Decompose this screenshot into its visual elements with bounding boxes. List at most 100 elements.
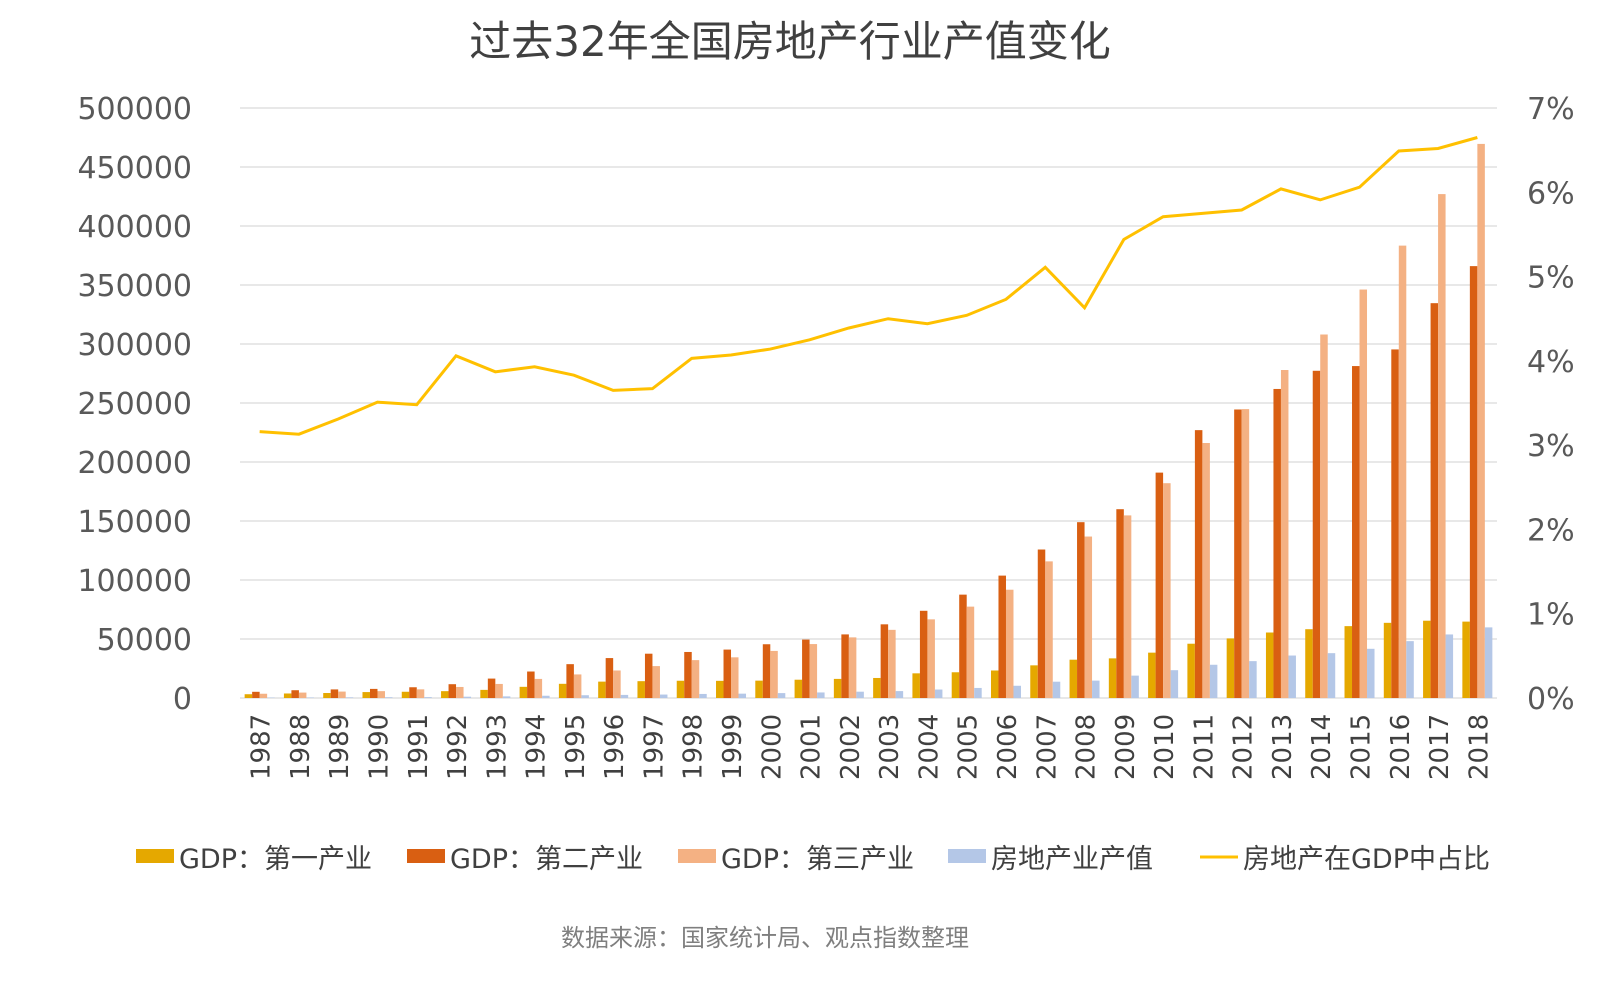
bar-3-2006 xyxy=(1006,590,1014,698)
y-right-tick-label: 0% xyxy=(1527,682,1575,717)
bar-3-1990 xyxy=(377,691,385,698)
bar-3-1988 xyxy=(299,693,307,698)
y-left-tick-label: 500000 xyxy=(77,92,192,127)
legend-swatch xyxy=(678,849,716,863)
bar-3-2012 xyxy=(1242,409,1250,698)
bar-4-1993 xyxy=(503,696,511,698)
y-right-tick-label: 6% xyxy=(1527,176,1575,211)
x-tick-label: 1989 xyxy=(325,714,355,780)
bar-3-2001 xyxy=(810,644,818,698)
y-left-tick-label: 250000 xyxy=(77,387,192,422)
bar-1-2002 xyxy=(834,679,842,698)
bar-2-2011 xyxy=(1195,430,1203,698)
bar-2-2016 xyxy=(1391,349,1399,698)
bar-4-2016 xyxy=(1406,641,1414,698)
y-right-tick-label: 7% xyxy=(1527,92,1575,127)
y-axis-left: 0500001000001500002000002500003000003500… xyxy=(77,92,192,717)
bar-2-2018 xyxy=(1470,266,1478,698)
x-tick-label: 2018 xyxy=(1464,714,1494,780)
bar-3-2011 xyxy=(1202,443,1210,698)
bar-3-2002 xyxy=(849,637,857,698)
bar-4-1996 xyxy=(621,695,629,698)
x-tick-label: 1995 xyxy=(561,714,591,780)
bar-3-2010 xyxy=(1163,483,1171,698)
bar-3-2005 xyxy=(967,607,975,698)
x-tick-label: 2000 xyxy=(757,714,787,780)
bar-3-1997 xyxy=(652,666,660,698)
bar-2-2006 xyxy=(998,576,1006,698)
bar-4-2000 xyxy=(778,693,786,698)
x-tick-label: 2001 xyxy=(797,714,827,780)
bar-1-2003 xyxy=(873,678,881,698)
bar-4-1989 xyxy=(346,697,354,698)
x-tick-label: 2017 xyxy=(1425,714,1455,780)
bar-1-2015 xyxy=(1345,626,1353,698)
bar-4-2018 xyxy=(1485,627,1493,698)
bar-4-2009 xyxy=(1131,676,1139,698)
x-tick-label: 2008 xyxy=(1072,714,1102,780)
bar-3-1991 xyxy=(417,689,425,698)
bar-4-2011 xyxy=(1210,665,1218,698)
x-tick-label: 2013 xyxy=(1268,714,1298,780)
bar-3-2015 xyxy=(1360,290,1368,698)
bar-4-2017 xyxy=(1446,634,1454,698)
bar-1-2016 xyxy=(1384,623,1392,698)
x-tick-label: 2004 xyxy=(914,714,944,780)
y-left-tick-label: 100000 xyxy=(77,564,192,599)
x-tick-label: 2007 xyxy=(1032,714,1062,780)
bar-2-2005 xyxy=(959,595,967,698)
bar-4-1988 xyxy=(306,697,314,698)
bar-2-1989 xyxy=(331,689,339,698)
bar-1-1997 xyxy=(637,681,645,698)
bar-2-2014 xyxy=(1313,371,1321,698)
x-tick-label: 1997 xyxy=(639,714,669,780)
bar-4-2012 xyxy=(1249,661,1257,698)
y-left-tick-label: 200000 xyxy=(77,446,192,481)
bar-3-1994 xyxy=(535,679,543,698)
bar-4-2005 xyxy=(974,688,982,698)
x-tick-label: 2015 xyxy=(1347,714,1377,780)
y-left-tick-label: 300000 xyxy=(77,328,192,363)
bar-1-1999 xyxy=(716,681,724,698)
bar-3-1998 xyxy=(692,660,700,698)
bar-1-2018 xyxy=(1462,622,1470,698)
legend-swatch xyxy=(407,849,445,863)
bar-1-1991 xyxy=(402,692,410,698)
bar-2-2013 xyxy=(1273,389,1281,698)
y-right-tick-label: 1% xyxy=(1527,598,1575,633)
bar-2-2004 xyxy=(920,611,928,698)
y-right-tick-label: 2% xyxy=(1527,513,1575,548)
bar-4-2001 xyxy=(817,692,825,698)
bar-1-2017 xyxy=(1423,621,1431,698)
x-tick-label: 2006 xyxy=(993,714,1023,780)
bar-3-1989 xyxy=(338,692,346,698)
bar-3-2008 xyxy=(1085,537,1093,698)
bar-4-2015 xyxy=(1367,649,1375,698)
bar-3-2018 xyxy=(1477,144,1485,698)
bar-1-2006 xyxy=(991,670,999,698)
bar-3-1996 xyxy=(613,670,621,698)
x-tick-label: 1996 xyxy=(600,714,630,780)
bar-1-2004 xyxy=(912,673,920,698)
bar-3-2009 xyxy=(1124,515,1132,698)
x-tick-label: 2011 xyxy=(1189,714,1219,780)
x-tick-label: 1990 xyxy=(364,714,394,780)
bar-1-2010 xyxy=(1148,653,1156,698)
bar-4-1995 xyxy=(581,695,589,698)
bar-2-2000 xyxy=(763,644,771,698)
bar-3-1995 xyxy=(574,674,582,698)
bar-2-1996 xyxy=(606,658,614,698)
x-tick-label: 2009 xyxy=(1111,714,1141,780)
bar-2-1992 xyxy=(449,684,457,698)
legend-label: 房地产业产值 xyxy=(991,844,1153,875)
x-tick-label: 1994 xyxy=(522,714,552,780)
bar-1-2001 xyxy=(795,680,803,698)
bar-4-2003 xyxy=(896,691,904,698)
bar-3-2007 xyxy=(1045,561,1053,698)
x-tick-label: 2016 xyxy=(1386,714,1416,780)
y-right-tick-label: 5% xyxy=(1527,261,1575,296)
bar-2-1999 xyxy=(724,650,732,698)
y-right-tick-label: 4% xyxy=(1527,345,1575,380)
